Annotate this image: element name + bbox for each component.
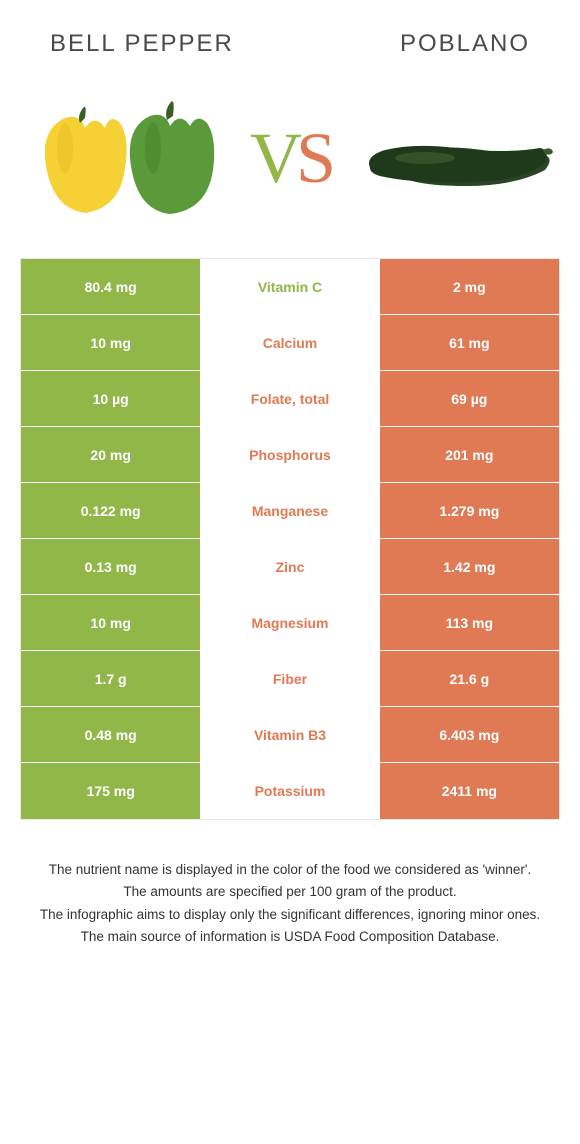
yellow-pepper-body [45, 117, 127, 213]
right-value: 201 mg [380, 427, 559, 482]
right-value: 2411 mg [380, 763, 559, 819]
hero-row: VS [0, 78, 580, 258]
nutrient-name: Potassium [200, 763, 379, 819]
left-value: 0.122 mg [21, 483, 200, 538]
nutrient-name: Magnesium [200, 595, 379, 650]
left-value: 0.48 mg [21, 707, 200, 762]
yellow-pepper-stem [79, 107, 86, 123]
left-value: 1.7 g [21, 651, 200, 706]
table-row: 80.4 mgVitamin C2 mg [21, 259, 559, 315]
left-value: 80.4 mg [21, 259, 200, 314]
footer-line-1: The nutrient name is displayed in the co… [30, 860, 550, 880]
left-value: 10 mg [21, 595, 200, 650]
poblano-icon [340, 108, 570, 208]
table-row: 10 mgCalcium61 mg [21, 315, 559, 371]
table-row: 1.7 gFiber21.6 g [21, 651, 559, 707]
green-pepper-shine [145, 122, 161, 174]
right-value: 21.6 g [380, 651, 559, 706]
nutrient-name: Fiber [200, 651, 379, 706]
left-value: 10 µg [21, 371, 200, 426]
right-value: 113 mg [380, 595, 559, 650]
nutrient-name: Calcium [200, 315, 379, 370]
green-pepper-stem [166, 101, 174, 120]
nutrient-name: Phosphorus [200, 427, 379, 482]
table-row: 10 mgMagnesium113 mg [21, 595, 559, 651]
footer-notes: The nutrient name is displayed in the co… [0, 820, 580, 947]
nutrient-name: Vitamin B3 [200, 707, 379, 762]
right-value: 6.403 mg [380, 707, 559, 762]
vs-v: V [250, 118, 296, 198]
vs-s: S [296, 118, 330, 198]
table-row: 10 µgFolate, total69 µg [21, 371, 559, 427]
table-row: 0.48 mgVitamin B36.403 mg [21, 707, 559, 763]
table-row: 20 mgPhosphorus201 mg [21, 427, 559, 483]
right-value: 2 mg [380, 259, 559, 314]
bell-pepper-icon [10, 88, 240, 228]
nutrient-name: Zinc [200, 539, 379, 594]
footer-line-3: The infographic aims to display only the… [30, 905, 550, 925]
infographic-container: Bell pepper Poblano VS [0, 0, 580, 947]
right-value: 1.279 mg [380, 483, 559, 538]
nutrient-name: Manganese [200, 483, 379, 538]
left-value: 10 mg [21, 315, 200, 370]
titles-row: Bell pepper Poblano [0, 0, 580, 78]
green-pepper-body [130, 115, 214, 214]
poblano-shine [395, 152, 455, 164]
footer-line-4: The main source of information is USDA F… [30, 927, 550, 947]
yellow-pepper-shine [57, 123, 73, 173]
right-value: 61 mg [380, 315, 559, 370]
right-food-title: Poblano [400, 30, 530, 58]
right-value: 1.42 mg [380, 539, 559, 594]
table-row: 0.13 mgZinc1.42 mg [21, 539, 559, 595]
vs-label: VS [250, 117, 330, 200]
right-value: 69 µg [380, 371, 559, 426]
table-row: 0.122 mgManganese1.279 mg [21, 483, 559, 539]
nutrient-name: Vitamin C [200, 259, 379, 314]
left-value: 0.13 mg [21, 539, 200, 594]
table-row: 175 mgPotassium2411 mg [21, 763, 559, 819]
footer-line-2: The amounts are specified per 100 gram o… [30, 882, 550, 902]
left-value: 175 mg [21, 763, 200, 819]
left-food-title: Bell pepper [50, 30, 234, 58]
nutrient-name: Folate, total [200, 371, 379, 426]
left-value: 20 mg [21, 427, 200, 482]
nutrient-table: 80.4 mgVitamin C2 mg10 mgCalcium61 mg10 … [20, 258, 560, 820]
